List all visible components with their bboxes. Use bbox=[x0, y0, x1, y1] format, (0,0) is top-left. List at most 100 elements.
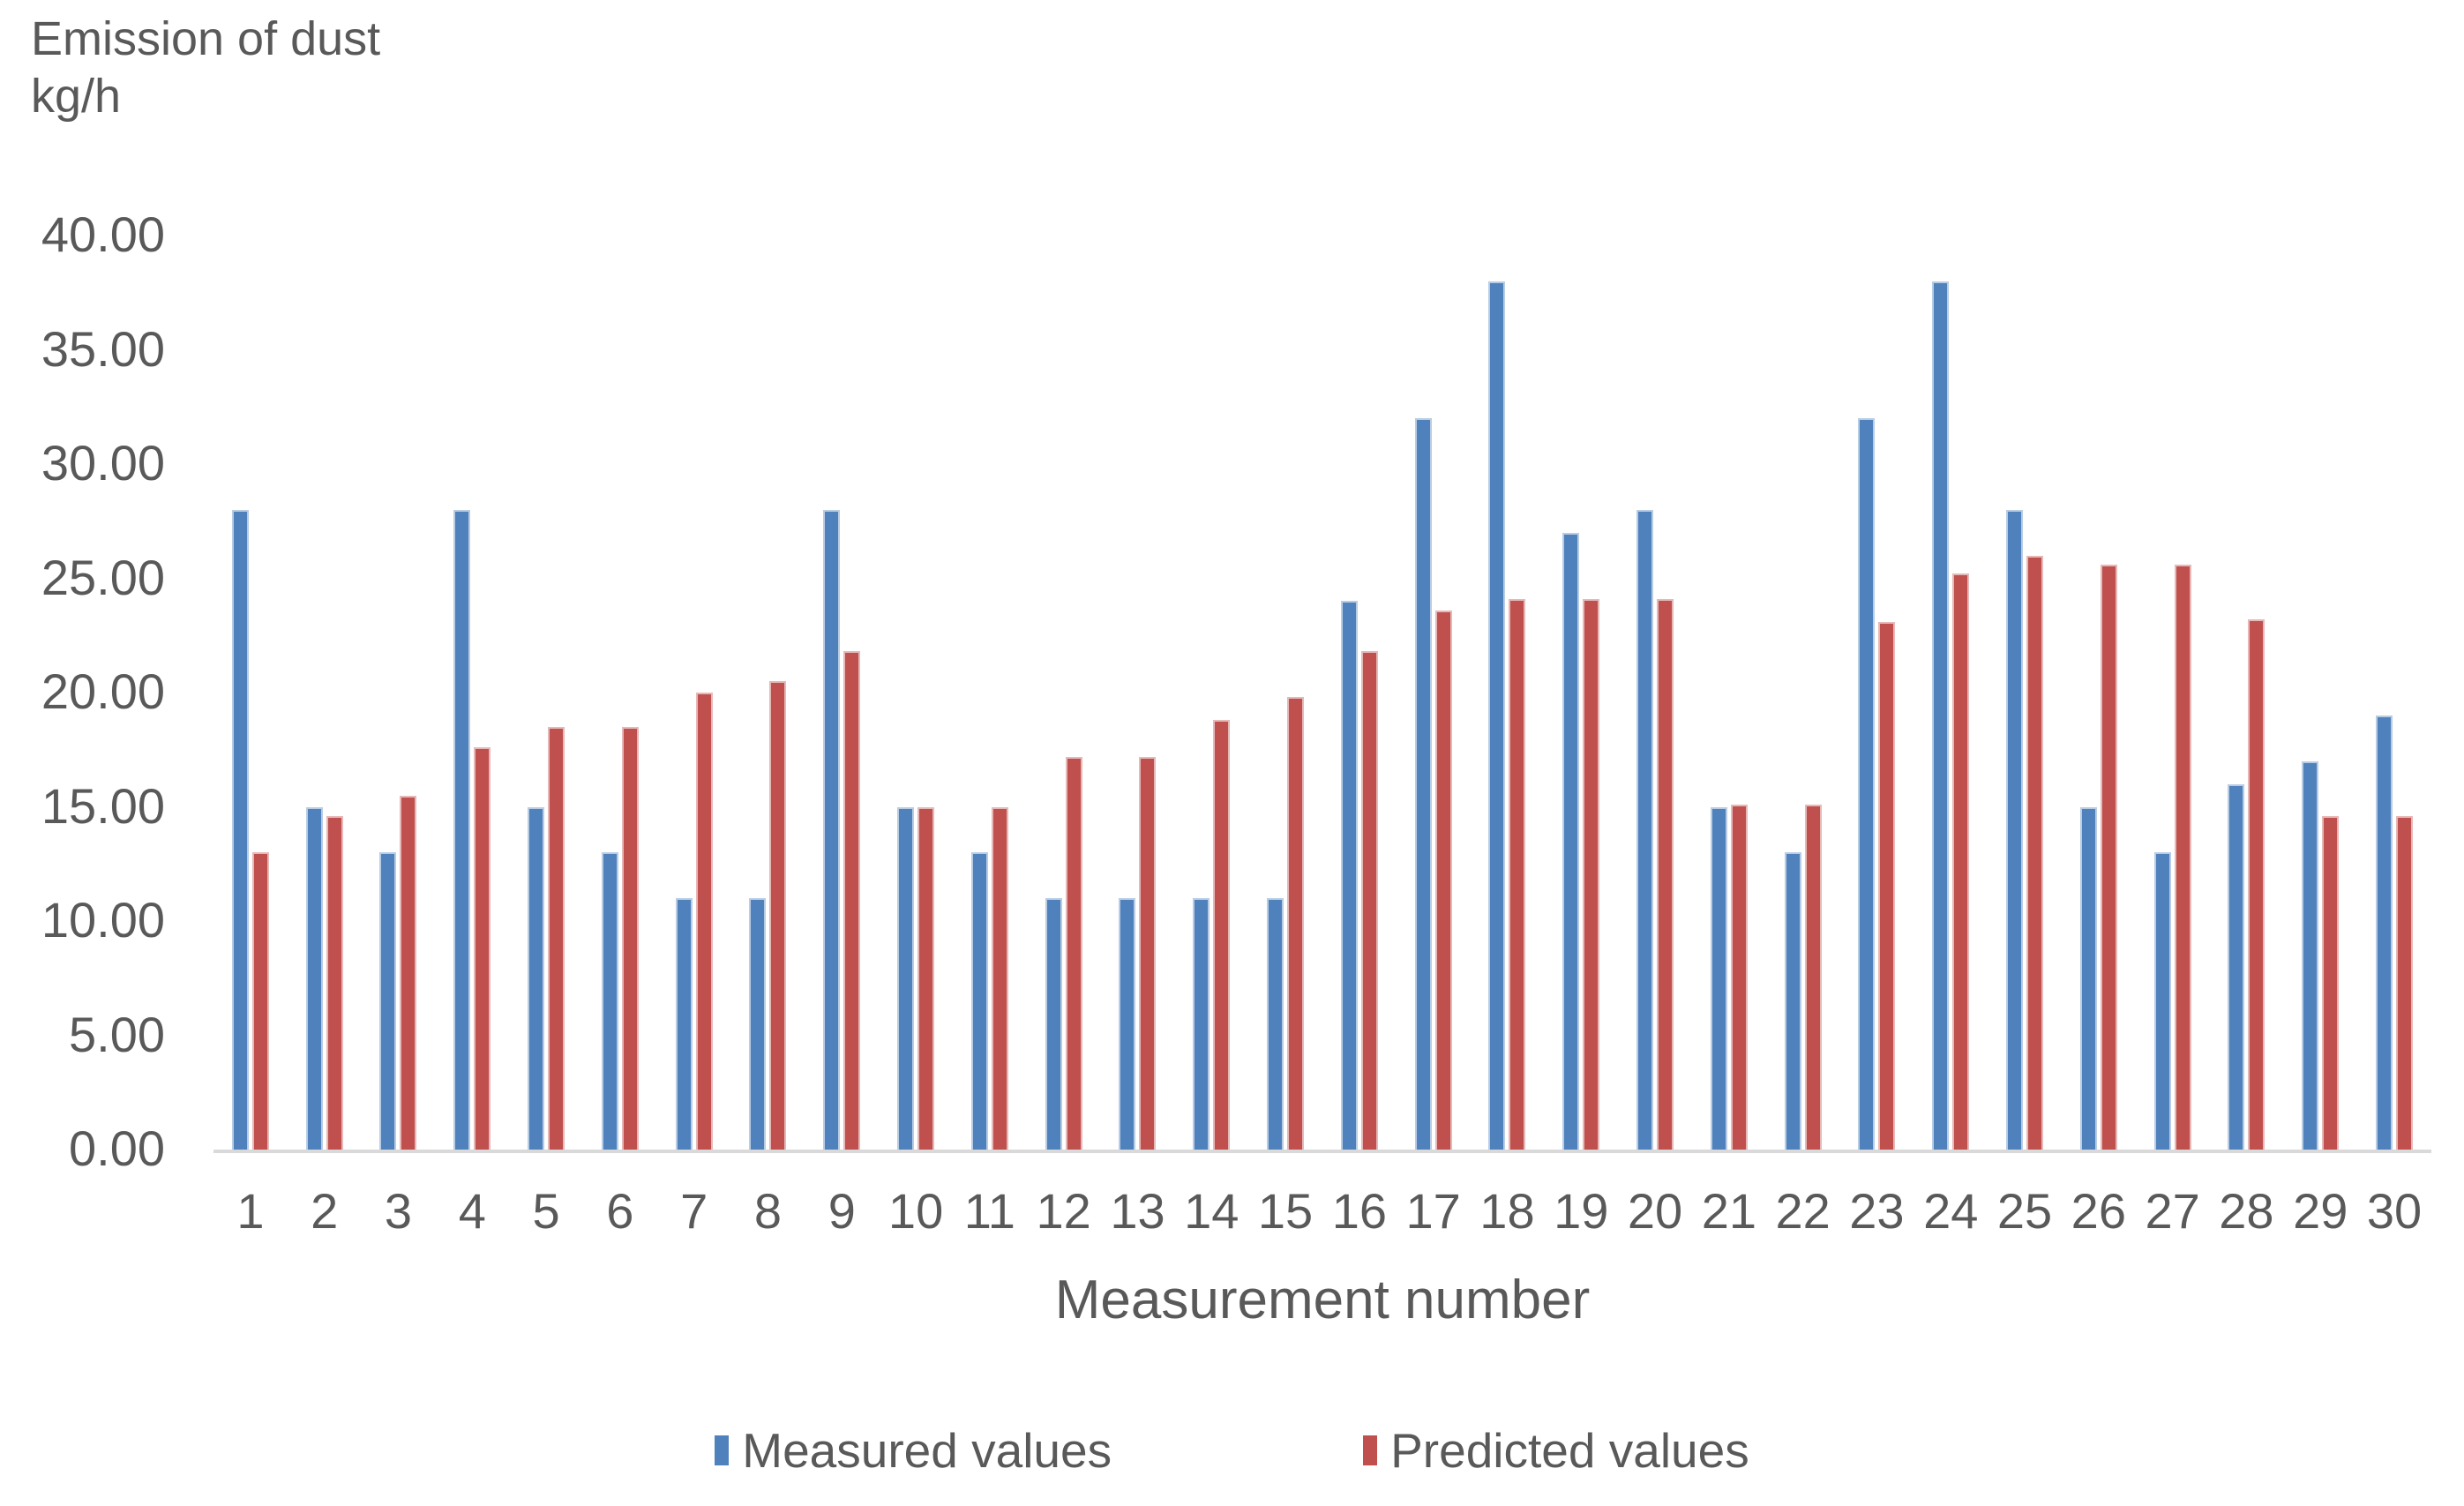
predicted-bar-30 bbox=[2396, 815, 2413, 1150]
bar-group-27 bbox=[2136, 236, 2210, 1150]
y-tick-label-40: 40.00 bbox=[41, 206, 165, 263]
y-tick-label-20: 20.00 bbox=[41, 663, 165, 720]
x-axis-labels: 1 2 3 4 5 6 7 8 9 10 11 12 13 14 15 16 17 18 19 20 21 22 23 24 2… bbox=[213, 1182, 2431, 1240]
bar-group-10 bbox=[879, 236, 953, 1150]
measured-bar-19 bbox=[1562, 532, 1580, 1150]
x-tick-label-18: 18 bbox=[1479, 1183, 1535, 1239]
x-tick-label-30: 30 bbox=[2366, 1183, 2423, 1239]
x-tick-label-28: 28 bbox=[2219, 1183, 2274, 1239]
bar-group-5 bbox=[509, 236, 583, 1150]
measured-bar-10 bbox=[897, 806, 915, 1150]
legend-swatch-icon bbox=[715, 1435, 730, 1465]
y-tick-label-30: 30.00 bbox=[41, 435, 165, 491]
bar-group-18 bbox=[1471, 236, 1545, 1150]
bar-group-7 bbox=[657, 236, 731, 1150]
predicted-bar-2 bbox=[326, 815, 343, 1150]
y-tick-label-25: 25.00 bbox=[41, 549, 165, 605]
predicted-bar-22 bbox=[1804, 804, 1822, 1150]
x-tick-label-22: 22 bbox=[1775, 1183, 1831, 1239]
measured-bar-16 bbox=[1340, 601, 1358, 1150]
predicted-bar-15 bbox=[1287, 697, 1305, 1150]
legend-swatch-icon bbox=[1363, 1435, 1378, 1465]
measured-bar-4 bbox=[453, 509, 471, 1150]
legend: Measured values Predicted values bbox=[0, 1422, 2464, 1479]
predicted-bar-1 bbox=[251, 852, 269, 1150]
x-tick-label-16: 16 bbox=[1331, 1183, 1387, 1239]
y-tick-label-15: 15.00 bbox=[41, 777, 165, 834]
x-tick-label-2: 2 bbox=[311, 1183, 339, 1239]
predicted-bar-19 bbox=[1583, 598, 1600, 1150]
bar-group-14 bbox=[1174, 236, 1248, 1150]
predicted-bar-17 bbox=[1434, 610, 1452, 1150]
predicted-bar-14 bbox=[1213, 720, 1231, 1150]
x-tick-label-12: 12 bbox=[1036, 1183, 1091, 1239]
bar-group-22 bbox=[1766, 236, 1840, 1150]
predicted-bar-20 bbox=[1657, 598, 1674, 1150]
bar-group-2 bbox=[288, 236, 362, 1150]
y-axis-title: Emission of dust kg/h bbox=[31, 11, 380, 125]
x-tick-label-21: 21 bbox=[1701, 1183, 1756, 1239]
y-tick-label-10: 10.00 bbox=[41, 892, 165, 948]
predicted-bar-28 bbox=[2248, 619, 2266, 1150]
bar-group-13 bbox=[1101, 236, 1175, 1150]
plot-area bbox=[213, 236, 2431, 1153]
bar-group-28 bbox=[2210, 236, 2284, 1150]
predicted-bar-13 bbox=[1139, 756, 1157, 1150]
bar-group-24 bbox=[1914, 236, 1988, 1150]
measured-bar-28 bbox=[2228, 783, 2245, 1150]
measured-bar-25 bbox=[2006, 509, 2024, 1150]
bar-group-11 bbox=[953, 236, 1027, 1150]
x-tick-label-11: 11 bbox=[963, 1183, 1015, 1239]
x-tick-label-9: 9 bbox=[828, 1183, 856, 1239]
bar-group-26 bbox=[2062, 236, 2136, 1150]
measured-bar-11 bbox=[970, 852, 988, 1150]
predicted-bar-5 bbox=[548, 726, 565, 1150]
measured-bar-24 bbox=[1932, 281, 1950, 1150]
bar-group-25 bbox=[1988, 236, 2062, 1150]
bar-group-17 bbox=[1397, 236, 1471, 1150]
bar-group-19 bbox=[1544, 236, 1618, 1150]
bar-group-21 bbox=[1692, 236, 1766, 1150]
legend-item-measured: Measured values bbox=[715, 1422, 1112, 1479]
x-tick-label-20: 20 bbox=[1627, 1183, 1683, 1239]
predicted-bar-25 bbox=[2026, 555, 2044, 1150]
measured-bar-20 bbox=[1636, 509, 1654, 1150]
measured-bar-7 bbox=[675, 898, 693, 1150]
x-axis-title: Measurement number bbox=[1054, 1270, 1591, 1330]
predicted-bar-24 bbox=[1952, 573, 1970, 1150]
y-axis-title-line2: kg/h bbox=[31, 69, 122, 123]
y-tick-label-35: 35.00 bbox=[41, 320, 165, 377]
measured-bar-13 bbox=[1119, 898, 1136, 1150]
bar-group-30 bbox=[2357, 236, 2431, 1150]
predicted-bar-9 bbox=[843, 651, 861, 1150]
measured-bar-8 bbox=[749, 898, 767, 1150]
x-tick-label-6: 6 bbox=[606, 1183, 634, 1239]
measured-bar-17 bbox=[1414, 418, 1432, 1150]
bar-group-15 bbox=[1248, 236, 1322, 1150]
predicted-bar-8 bbox=[769, 681, 787, 1150]
measured-bar-23 bbox=[1858, 418, 1876, 1150]
measured-bar-22 bbox=[1784, 852, 1801, 1150]
measured-bar-27 bbox=[2153, 852, 2171, 1150]
measured-bar-6 bbox=[601, 852, 618, 1150]
predicted-bar-26 bbox=[2100, 564, 2117, 1150]
measured-bar-5 bbox=[528, 806, 545, 1150]
predicted-bar-23 bbox=[1878, 621, 1896, 1150]
measured-bar-30 bbox=[2376, 715, 2393, 1150]
measured-bar-29 bbox=[2302, 760, 2319, 1150]
bar-group-6 bbox=[583, 236, 657, 1150]
x-tick-label-15: 15 bbox=[1257, 1183, 1314, 1239]
x-tick-label-3: 3 bbox=[384, 1183, 413, 1239]
legend-label: Predicted values bbox=[1390, 1423, 1749, 1478]
predicted-bar-16 bbox=[1360, 651, 1378, 1150]
x-tick-label-26: 26 bbox=[2071, 1183, 2126, 1239]
bar-group-1 bbox=[213, 236, 288, 1150]
predicted-bar-6 bbox=[621, 726, 639, 1150]
bar-group-29 bbox=[2283, 236, 2357, 1150]
x-tick-label-5: 5 bbox=[532, 1183, 560, 1239]
measured-bar-21 bbox=[1710, 806, 1727, 1150]
legend-label: Measured values bbox=[742, 1423, 1112, 1478]
predicted-bar-27 bbox=[2174, 564, 2191, 1150]
x-tick-label-19: 19 bbox=[1554, 1183, 1609, 1239]
